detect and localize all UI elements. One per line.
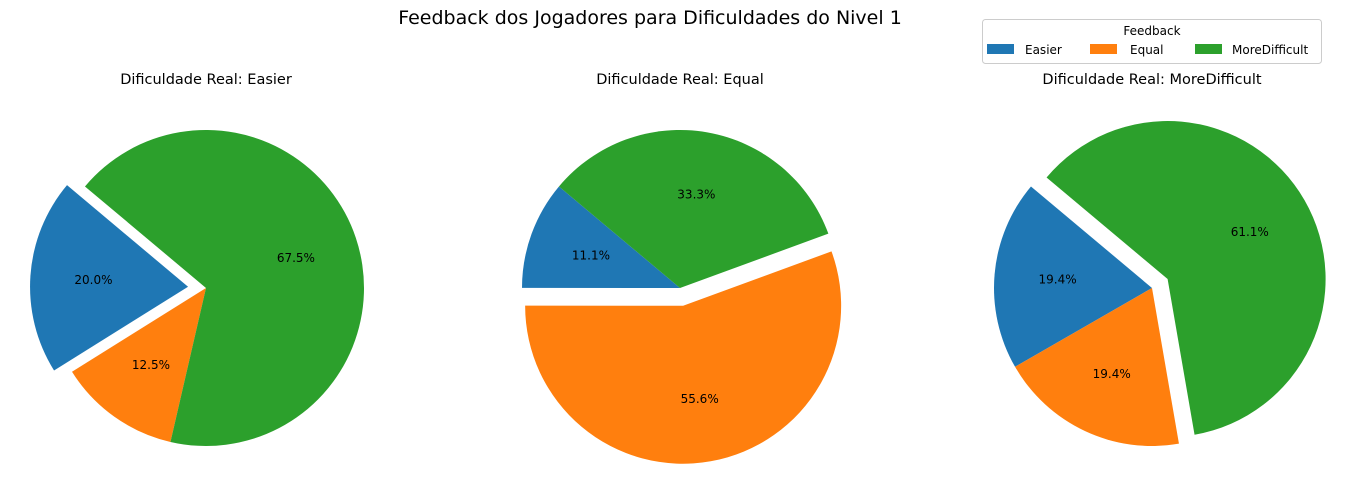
pie-3-slice-moredifficult: [1046, 121, 1326, 435]
pie-3-slice-easier: [994, 186, 1152, 367]
pie-3-slice-equal: [1015, 288, 1179, 447]
pie-title-3: Dificuldade Real: MoreDifficult: [1042, 72, 1261, 88]
pie-chart-2: Dificuldade Real: Equal 11.1% 55.6% 33.3%: [522, 72, 842, 464]
pie-1-slice-easier: [30, 185, 189, 371]
pie-chart-3: Dificuldade Real: MoreDifficult 19.4%19.…: [994, 72, 1326, 447]
pie-1-label-easier: 20.0%: [74, 273, 112, 287]
legend-label-equal: Equal: [1130, 43, 1164, 57]
legend-swatch-moredifficult: [1195, 44, 1222, 54]
pie-1-slice-moredifficult: [84, 130, 365, 447]
legend-frame: [982, 19, 1322, 64]
pie-3-label-equal: 19.4%: [1093, 367, 1131, 381]
legend-swatch-easier: [987, 44, 1014, 54]
legend: Feedback Easier Equal MoreDifficult: [982, 19, 1322, 64]
pie-1-slice-equal: [72, 288, 207, 442]
pie-slices-2: 11.1% 55.6% 33.3%: [522, 130, 842, 464]
legend-item-equal: Equal: [1090, 43, 1164, 57]
pie-2-label-equal: 55.6%: [681, 392, 719, 406]
pie-2-slice-equal: [525, 251, 842, 464]
pie-3-label-easier: 19.4%: [1039, 273, 1077, 287]
legend-title: Feedback: [1123, 24, 1180, 38]
pie-1-label-equal: 12.5%: [132, 358, 170, 372]
legend-item-moredifficult: MoreDifficult: [1195, 43, 1308, 57]
pie-chart-1: Dificuldade Real: Easier 20.0% 12.5% 67.5%: [30, 72, 365, 447]
legend-label-moredifficult: MoreDifficult: [1232, 43, 1308, 57]
pie-2-label-moredifficult: 33.3%: [677, 188, 715, 202]
pie-slices-1: 20.0% 12.5% 67.5%: [30, 130, 365, 447]
pie-1-label-moredifficult: 67.5%: [277, 251, 315, 265]
pie-2-slice-moredifficult: [558, 130, 829, 288]
legend-label-easier: Easier: [1025, 43, 1062, 57]
pie-2-label-easier: 11.1%: [572, 249, 610, 263]
legend-swatch-equal: [1090, 44, 1117, 54]
pie-title-1: Dificuldade Real: Easier: [120, 72, 292, 88]
pie-3-label-moredifficult: 61.1%: [1231, 225, 1269, 239]
pie-slices-3: 19.4% 19.4% 61.1%: [994, 121, 1326, 447]
legend-item-easier: Easier: [987, 43, 1062, 57]
pie-title-2: Dificuldade Real: Equal: [596, 72, 764, 88]
figure-title: Feedback dos Jogadores para Dificuldades…: [398, 7, 902, 29]
pie-2-slice-easier: [522, 186, 680, 288]
